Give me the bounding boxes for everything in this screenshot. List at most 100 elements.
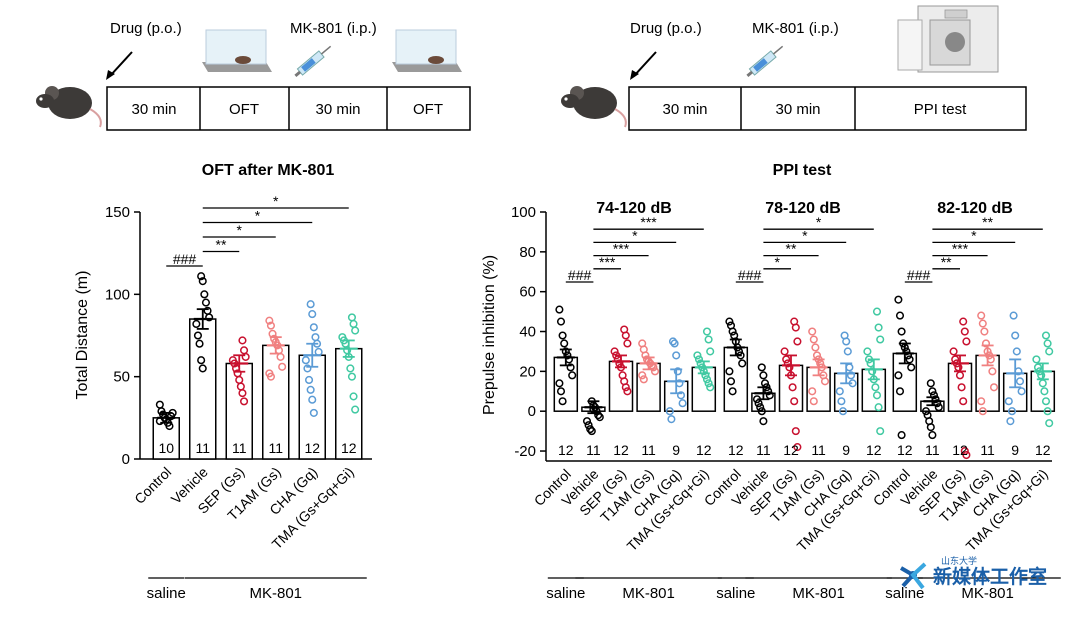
- y-tick-label: 50: [113, 369, 130, 386]
- data-point: [197, 356, 206, 365]
- data-point: [907, 363, 916, 372]
- data-point: [701, 371, 710, 380]
- data-point: [980, 327, 989, 336]
- data-point: [704, 379, 713, 388]
- data-point: [621, 331, 630, 340]
- data-point: [667, 415, 676, 424]
- data-point: [668, 337, 678, 346]
- drug-arrow-right: [633, 51, 657, 77]
- data-point: [587, 427, 596, 436]
- data-point: [706, 347, 715, 356]
- data-point: [563, 351, 572, 360]
- data-point: [672, 351, 681, 360]
- data-point: [895, 387, 905, 396]
- data-point: [808, 327, 817, 336]
- data-point: [757, 407, 766, 416]
- group-label: MK-801: [792, 585, 845, 602]
- data-point: [871, 383, 880, 392]
- y-tick-label: 0: [528, 403, 536, 420]
- startle-chamber-icon: [897, 5, 999, 73]
- syringe-icon: [746, 45, 784, 78]
- data-point: [726, 377, 736, 386]
- data-point: [756, 403, 765, 412]
- data-point: [193, 331, 202, 340]
- syringe-icon: [294, 45, 332, 78]
- data-point: [835, 387, 844, 396]
- data-point: [1043, 407, 1052, 416]
- data-point: [897, 327, 906, 336]
- drug-arrow-left: [109, 51, 133, 77]
- y-tick-label: -20: [514, 443, 536, 460]
- data-point: [670, 339, 679, 348]
- data-point: [309, 408, 318, 417]
- mk-label-left: MK-801 (i.p.): [290, 20, 377, 37]
- y-tick-label: 60: [519, 284, 536, 301]
- data-point: [962, 450, 971, 460]
- data-point: [192, 319, 201, 329]
- data-point: [197, 272, 206, 281]
- mouse-icon: [561, 86, 627, 128]
- data-point: [346, 364, 355, 373]
- data-point: [704, 335, 713, 344]
- data-point: [266, 372, 276, 381]
- data-point: [306, 300, 315, 309]
- watermark-mark-icon: [899, 562, 927, 590]
- chart-title-ppi: PPI test: [773, 162, 832, 179]
- data-point: [198, 364, 207, 373]
- data-point: [874, 403, 883, 412]
- watermark-top: 山东大学: [941, 555, 977, 567]
- data-point: [933, 399, 942, 408]
- data-point: [989, 383, 999, 392]
- data-point: [240, 346, 249, 355]
- data-point: [863, 347, 872, 356]
- significance-label: ###: [568, 267, 592, 283]
- data-point: [959, 317, 968, 326]
- data-point: [790, 397, 799, 406]
- data-point: [929, 391, 939, 400]
- significance-label: ###: [738, 267, 762, 283]
- n-label: 12: [304, 440, 320, 456]
- data-point: [809, 335, 818, 344]
- drug-arrowhead-left: [106, 70, 115, 80]
- significance-label: *: [816, 214, 822, 230]
- significance-label: **: [786, 241, 797, 257]
- data-point: [198, 277, 207, 286]
- data-point: [981, 339, 991, 348]
- data-point: [791, 323, 800, 332]
- watermark-text: 新媒体工作室: [933, 565, 1047, 588]
- data-point: [266, 321, 276, 330]
- y-tick-label: 150: [105, 204, 130, 221]
- data-point: [1007, 407, 1017, 416]
- data-point: [960, 446, 969, 456]
- data-point: [793, 443, 802, 452]
- box-label: 30 min: [131, 101, 176, 118]
- data-point: [949, 347, 958, 356]
- data-point: [309, 323, 318, 332]
- data-point: [678, 399, 687, 408]
- group-label: MK-801: [622, 585, 675, 602]
- n-label: 12: [341, 440, 357, 456]
- n-label: 11: [641, 442, 656, 458]
- panel-subtitle: 82-120 dB: [937, 200, 1013, 217]
- data-point: [843, 347, 852, 356]
- y-tick-label: 40: [519, 324, 536, 341]
- bar: [225, 362, 253, 460]
- box-label: OFT: [413, 101, 443, 118]
- significance-label: *: [774, 254, 780, 270]
- y-tick-label: 80: [519, 244, 536, 261]
- significance-label: *: [273, 193, 279, 209]
- data-point: [347, 372, 357, 381]
- data-point: [676, 391, 686, 400]
- data-point: [560, 339, 569, 348]
- data-point: [650, 367, 660, 376]
- group-label: saline: [716, 585, 755, 602]
- data-point: [785, 363, 794, 372]
- data-point: [876, 427, 885, 436]
- n-label: 11: [268, 440, 283, 456]
- data-point: [960, 327, 969, 336]
- n-label: 12: [783, 442, 799, 458]
- n-label: 11: [925, 442, 940, 458]
- data-point: [811, 343, 820, 352]
- data-point: [934, 403, 943, 412]
